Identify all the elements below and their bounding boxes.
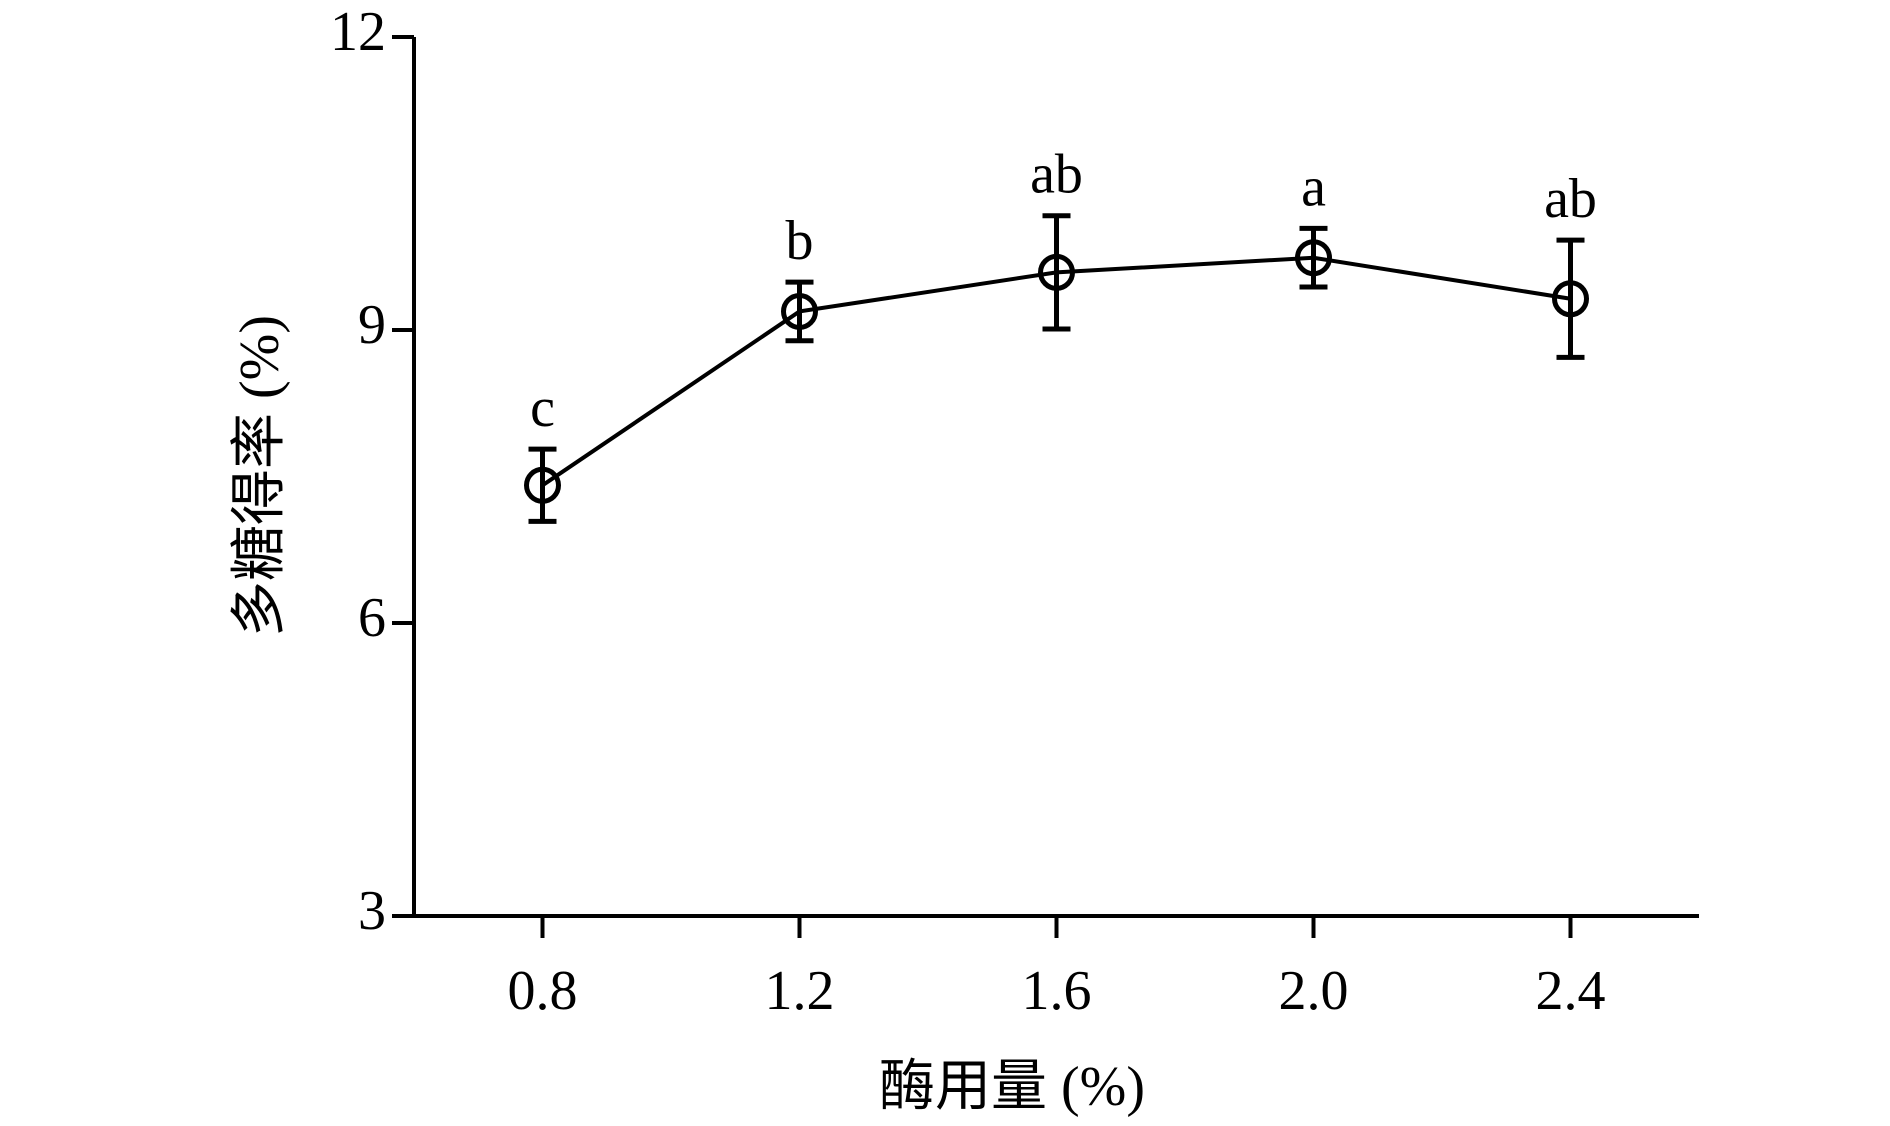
x-tick-label: 1.2 [765, 960, 835, 1022]
x-axis-title: 酶用量 (%) [879, 1056, 1145, 1118]
y-tick-label: 9 [358, 294, 386, 356]
significance-label: ab [1030, 144, 1083, 206]
marker [1552, 280, 1589, 318]
y-tick-label: 3 [358, 880, 386, 942]
y-axis-title: 多糖得率 (%) [229, 315, 291, 637]
significance-label: c [530, 377, 555, 439]
error-bar [1299, 225, 1328, 290]
significance-label: a [1301, 156, 1326, 218]
marker [1295, 239, 1332, 277]
marker [781, 292, 818, 330]
error-bar [1042, 213, 1071, 332]
x-tick-label: 0.8 [508, 960, 578, 1022]
error-bar [528, 446, 557, 524]
significance-label: b [786, 210, 814, 272]
marker [524, 466, 561, 504]
x-tick-label: 2.0 [1279, 960, 1349, 1022]
error-bar [1556, 237, 1585, 360]
x-tick-label: 1.6 [1022, 960, 1092, 1022]
error-bar [785, 279, 814, 344]
y-tick-label: 12 [330, 1, 386, 63]
y-tick-label: 6 [358, 587, 386, 649]
marker [1038, 253, 1075, 291]
significance-label: ab [1544, 168, 1597, 230]
x-tick-label: 2.4 [1536, 960, 1606, 1022]
